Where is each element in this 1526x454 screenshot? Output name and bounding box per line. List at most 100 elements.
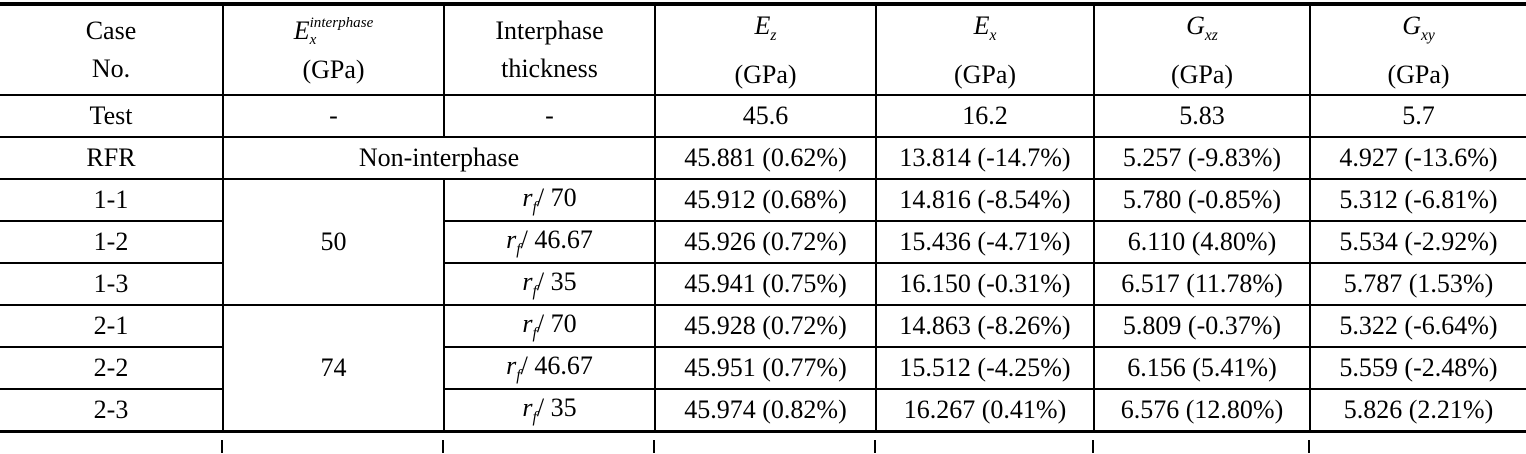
cell-2-2-gxy: 5.559 (-2.48%) <box>1309 346 1526 391</box>
cell-1-3-gxz: 6.517 (11.78%) <box>1093 262 1311 307</box>
ez-base: E <box>754 11 771 40</box>
gxz-symbol: Gxz <box>1096 6 1308 56</box>
cell-1-3-ez: 45.941 (0.75%) <box>654 262 877 307</box>
ex-sub: x <box>989 27 997 45</box>
ex-base: E <box>973 11 990 40</box>
cell-2-3-gxz: 6.576 (12.80%) <box>1093 388 1311 433</box>
column-rule-stub <box>874 440 876 453</box>
ex-interphase-sup: interphase <box>309 14 374 31</box>
cell-1-1-ez: 45.912 (0.68%) <box>654 178 877 223</box>
header-thickness-line2: thickness <box>501 54 598 84</box>
cell-rfr-gxy: 4.927 (-13.6%) <box>1309 136 1526 181</box>
row-1-2: 1-2 rf/ 46.67 45.926 (0.72%) 15.436 (-4.… <box>0 220 1526 265</box>
cell-2-1-ex: 14.863 (-8.26%) <box>875 304 1095 349</box>
header-thickness-line1: Interphase <box>495 16 604 46</box>
cell-test-ex: 16.2 <box>875 94 1095 139</box>
cell-1-3-case: 1-3 <box>0 262 224 307</box>
cell-2-2-ez: 45.951 (0.77%) <box>654 346 877 391</box>
ex-interphase-base: E <box>293 16 310 46</box>
rf-divisor: / 70 <box>536 309 577 339</box>
rf-symbol: r <box>522 183 533 213</box>
cell-test-gxy: 5.7 <box>1309 94 1526 139</box>
row-test: Test - - 45.6 16.2 5.83 5.7 <box>0 94 1526 139</box>
ex-symbol: Ex <box>878 6 1092 56</box>
rf-sub: f <box>532 409 537 427</box>
cell-1-1-gxz: 5.780 (-0.85%) <box>1093 178 1311 223</box>
cell-test-gxz: 5.83 <box>1093 94 1311 139</box>
header-gxy: Gxy (GPa) <box>1309 2 1526 97</box>
column-rule-stub <box>442 440 444 453</box>
ez-sub: z <box>770 27 777 45</box>
row-2-2: 2-2 rf/ 46.67 45.951 (0.77%) 15.512 (-4.… <box>0 346 1526 391</box>
cell-1-1-thickness: rf/ 70 <box>443 178 656 223</box>
rf-symbol: r <box>506 225 517 255</box>
cell-test-ex-interphase: - <box>222 94 445 139</box>
rf-sub: f <box>532 283 537 301</box>
cell-group2-modulus: 74 <box>222 304 445 433</box>
cell-test-ez: 45.6 <box>654 94 877 139</box>
header-gxz: Gxz (GPa) <box>1093 2 1311 97</box>
cell-1-2-case: 1-2 <box>0 220 224 265</box>
cell-2-3-thickness: rf/ 35 <box>443 388 656 433</box>
ex-interphase-sub: x <box>309 31 317 48</box>
cell-2-1-ez: 45.928 (0.72%) <box>654 304 877 349</box>
ex-unit: (GPa) <box>953 60 1017 90</box>
rf-sub: f <box>532 199 537 217</box>
cell-2-1-case: 2-1 <box>0 304 224 349</box>
gxy-sub: xy <box>1420 27 1435 45</box>
rf-symbol: r <box>522 392 533 422</box>
rf-divisor: / 35 <box>536 392 577 422</box>
cell-2-2-gxz: 6.156 (5.41%) <box>1093 346 1311 391</box>
cell-1-1-ex: 14.816 (-8.54%) <box>875 178 1095 223</box>
row-2-1: 2-1 74 rf/ 70 45.928 (0.72%) 14.863 (-8.… <box>0 304 1526 433</box>
header-case-line2: No. <box>91 54 131 84</box>
header-interphase-thickness: Interphase thickness <box>443 2 656 97</box>
row-rfr: RFR Non-interphase 45.881 (0.62%) 13.814… <box>0 136 1526 181</box>
rf-divisor: / 70 <box>536 183 577 213</box>
gxy-base: G <box>1402 11 1421 40</box>
cell-test-thickness: - <box>443 94 656 139</box>
cell-2-3-ez: 45.974 (0.82%) <box>654 388 877 433</box>
cell-2-2-ex: 15.512 (-4.25%) <box>875 346 1095 391</box>
gxz-sub: xz <box>1204 27 1218 45</box>
cell-1-3-thickness: rf/ 35 <box>443 262 656 307</box>
rf-divisor: / 46.67 <box>520 225 593 255</box>
row-1-1: 1-1 50 rf/ 70 45.912 (0.68%) 14.816 (-8.… <box>0 178 1526 307</box>
rf-symbol: r <box>506 351 517 381</box>
header-ez: Ez (GPa) <box>654 2 877 97</box>
column-rule-stub <box>1092 440 1094 453</box>
cell-2-1-gxy: 5.322 (-6.64%) <box>1309 304 1526 349</box>
row-2-3: 2-3 rf/ 35 45.974 (0.82%) 16.267 (0.41%)… <box>0 388 1526 433</box>
cell-1-1-gxy: 5.312 (-6.81%) <box>1309 178 1526 223</box>
rf-divisor: / 35 <box>536 267 577 297</box>
cell-rfr-ex: 13.814 (-14.7%) <box>875 136 1095 181</box>
rf-sub: f <box>516 367 521 385</box>
cell-2-2-case: 2-2 <box>0 346 224 391</box>
rf-sub: f <box>532 325 537 343</box>
ez-unit: (GPa) <box>734 60 797 90</box>
cell-2-3-ex: 16.267 (0.41%) <box>875 388 1095 433</box>
ex-interphase-scripts: interphase x <box>310 15 374 49</box>
column-rule-stub <box>221 440 223 453</box>
column-rule-stub <box>653 440 655 453</box>
cell-1-3-ex: 16.150 (-0.31%) <box>875 262 1095 307</box>
cell-2-3-case: 2-3 <box>0 388 224 433</box>
cell-rfr-case: RFR <box>0 136 224 181</box>
cell-rfr-non-interphase: Non-interphase <box>222 136 656 181</box>
header-ex: Ex (GPa) <box>875 2 1095 97</box>
rf-symbol: r <box>522 309 533 339</box>
rf-divisor: / 46.67 <box>520 351 593 381</box>
cell-1-2-gxy: 5.534 (-2.92%) <box>1309 220 1526 265</box>
cell-group1-modulus: 50 <box>222 178 445 307</box>
cell-1-2-ez: 45.926 (0.72%) <box>654 220 877 265</box>
ex-interphase-unit: (GPa) <box>302 55 365 85</box>
gxy-symbol: Gxy <box>1312 6 1526 56</box>
ez-symbol: Ez <box>657 6 874 56</box>
cell-1-1-case: 1-1 <box>0 178 224 223</box>
cell-test-case: Test <box>0 94 224 139</box>
cell-rfr-ez: 45.881 (0.62%) <box>654 136 877 181</box>
